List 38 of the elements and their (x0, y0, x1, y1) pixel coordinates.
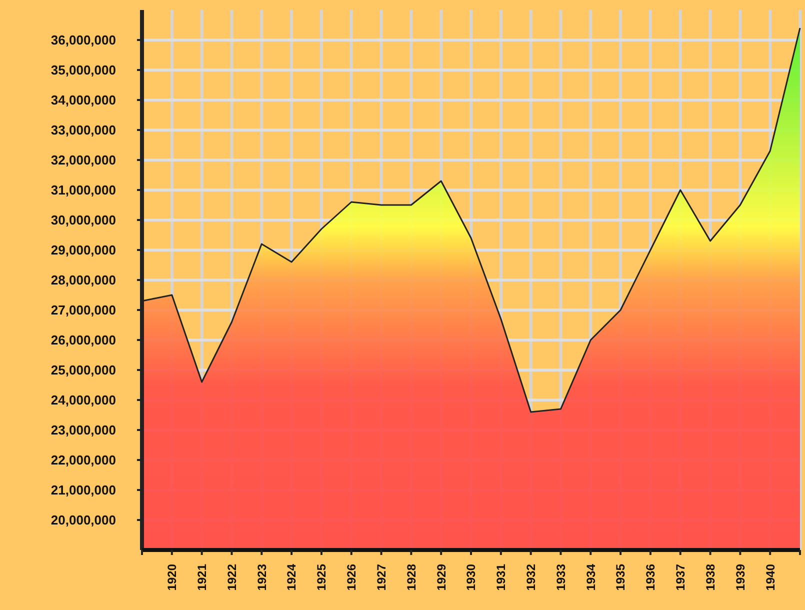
y-tick-label: 25,000,000 (50, 362, 116, 378)
x-tick-label: 1935 (614, 564, 628, 591)
y-tick-label: 24,000,000 (50, 392, 116, 408)
x-tick-label: 1930 (464, 564, 478, 591)
x-tick-label: 1932 (524, 564, 538, 591)
y-tick-label: 30,000,000 (50, 212, 116, 228)
x-tick-label: 1928 (404, 564, 418, 591)
x-tick-label: 1927 (374, 564, 388, 591)
x-tick-label: 1923 (254, 564, 269, 591)
y-tick-label: 27,000,000 (50, 302, 116, 318)
x-tick-label: 1922 (224, 564, 239, 591)
x-tick-label: 1929 (434, 564, 448, 591)
y-tick-label: 31,000,000 (50, 182, 116, 198)
x-tick-label: 1938 (703, 564, 718, 591)
x-tick-label: 1937 (674, 564, 688, 591)
x-tick-label: 1940 (763, 564, 778, 591)
x-tick-label: 1920 (165, 564, 180, 591)
x-tick-label: 1921 (195, 564, 210, 591)
y-tick-label: 34,000,000 (50, 92, 116, 108)
y-tick-label: 36,000,000 (50, 32, 116, 48)
y-tick-label: 29,000,000 (50, 242, 116, 258)
y-tick-label: 28,000,000 (50, 272, 116, 288)
x-tick-label: 1931 (494, 564, 508, 591)
x-tick-label: 1925 (314, 564, 329, 591)
x-tick-label: 1924 (284, 564, 299, 591)
x-tick-label: 1926 (344, 564, 359, 591)
y-tick-label: 35,000,000 (50, 62, 116, 78)
y-tick-label: 33,000,000 (50, 122, 116, 138)
y-tick-label: 21,000,000 (50, 482, 116, 498)
x-tick-label: 1933 (554, 564, 568, 591)
y-tick-label: 22,000,000 (50, 452, 116, 468)
x-tick-label: 1934 (584, 564, 598, 591)
y-tick-label: 20,000,000 (50, 512, 116, 528)
y-tick-label: 26,000,000 (50, 332, 116, 348)
x-tick-label: 1936 (644, 564, 658, 591)
x-tick-label: 1939 (733, 564, 748, 591)
y-tick-label: 23,000,000 (50, 422, 116, 438)
y-tick-label: 32,000,000 (50, 152, 116, 168)
